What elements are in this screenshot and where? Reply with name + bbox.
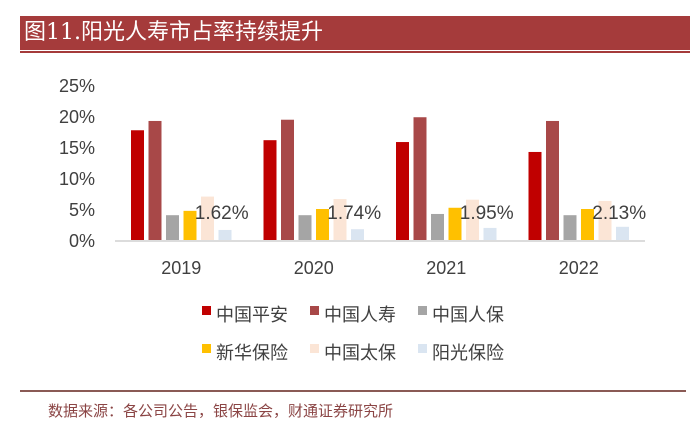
bar-新华保险-2020	[316, 209, 329, 240]
legend-label: 中国太保	[324, 343, 396, 364]
bar-阳光保险-2019	[218, 229, 232, 240]
legend-swatch-中国太保	[310, 344, 319, 353]
x-tick-label: 2022	[559, 258, 599, 278]
data-label: 1.62%	[195, 203, 249, 224]
divider	[20, 390, 686, 392]
bar-中国人寿-2021	[413, 117, 427, 240]
bar-中国人寿-2022	[546, 120, 559, 240]
bar-中国人寿-2020	[281, 119, 294, 240]
x-tick-label: 2021	[426, 258, 466, 278]
x-tick-label: 2019	[161, 258, 201, 278]
bar-中国平安-2022	[528, 151, 542, 240]
title-underline	[20, 51, 690, 53]
bar-中国太保-2022	[598, 200, 612, 240]
y-tick-label: 20%	[59, 107, 95, 127]
y-tick-label: 0%	[69, 231, 95, 251]
bar-中国人保-2020	[298, 215, 312, 240]
bar-中国平安-2021	[396, 142, 409, 240]
data-label: 1.95%	[460, 203, 514, 224]
x-tick-label: 2020	[294, 258, 334, 278]
legend-swatch-中国平安	[202, 306, 211, 315]
legend-swatch-中国人寿	[310, 306, 319, 315]
bar-新华保险-2019	[183, 210, 197, 240]
bar-中国人保-2021	[431, 213, 444, 240]
legend-swatch-中国人保	[418, 306, 427, 315]
y-tick-label: 5%	[69, 200, 95, 220]
bar-新华保险-2022	[581, 209, 594, 240]
source-note: 数据来源：各公司公告，银保监会，财通证券研究所	[48, 402, 394, 420]
legend-swatch-新华保险	[202, 344, 211, 353]
legend-label: 中国人寿	[324, 305, 396, 326]
figure-title: 图11.阳光人寿市占率持续提升	[20, 16, 690, 50]
bar-中国太保-2019	[201, 196, 214, 240]
legend-label: 中国人保	[432, 305, 504, 326]
bar-中国人保-2019	[166, 215, 179, 240]
legend-label: 阳光保险	[432, 343, 504, 364]
y-tick-label: 25%	[59, 76, 95, 96]
data-label: 2.13%	[592, 203, 646, 224]
y-tick-label: 10%	[59, 169, 95, 189]
bar-中国人寿-2019	[148, 120, 162, 240]
bar-中国太保-2021	[466, 199, 479, 240]
bar-中国人保-2022	[563, 215, 577, 240]
bar-阳光保险-2022	[616, 226, 629, 240]
bar-新华保险-2021	[448, 207, 462, 240]
legend-label: 新华保险	[216, 343, 288, 364]
bar-中国太保-2020	[333, 199, 347, 240]
y-tick-label: 15%	[59, 138, 95, 158]
bar-中国平安-2020	[263, 140, 277, 240]
legend-label: 中国平安	[216, 305, 288, 326]
data-label: 1.74%	[327, 203, 381, 224]
bar-中国平安-2019	[131, 130, 144, 240]
bar-阳光保险-2021	[483, 227, 497, 240]
legend-swatch-阳光保险	[418, 344, 427, 353]
bar-阳光保险-2020	[351, 229, 364, 240]
